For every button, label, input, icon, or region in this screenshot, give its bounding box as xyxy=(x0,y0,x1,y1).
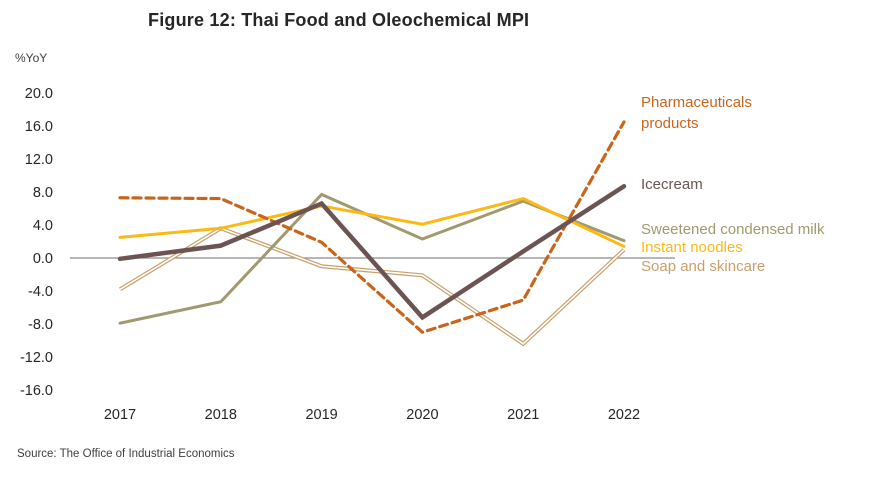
y-tick-label: -8.0 xyxy=(28,317,53,333)
y-tick-label: 0.0 xyxy=(33,251,53,267)
y-tick-label: 4.0 xyxy=(33,218,53,234)
x-tick-label: 2018 xyxy=(205,407,237,423)
legend-label-icecream: Icecream xyxy=(641,176,703,193)
series-pharmaceuticals-products xyxy=(118,120,626,334)
x-tick-label: 2021 xyxy=(507,407,539,423)
series-line-inner xyxy=(119,227,625,345)
series-instant-noodles xyxy=(118,197,626,248)
y-axis-ticks: 20.0 16.0 12.0 8.0 4.0 0.0 -4.0 -8.0 -12.0 -16.0 xyxy=(20,86,53,399)
y-tick-label: -4.0 xyxy=(28,284,53,300)
legend-label-sweetened-condensed-milk: Sweetened condensed milk xyxy=(641,221,825,238)
x-tick-label: 2020 xyxy=(406,407,438,423)
x-tick-label: 2022 xyxy=(608,407,640,423)
series-lines xyxy=(117,120,627,347)
legend-labels: Pharmaceuticals products Icecream Sweetened… xyxy=(641,94,825,275)
series-line xyxy=(117,183,627,321)
legend-label-soap-and-skincare: Soap and skincare xyxy=(641,258,765,275)
y-tick-label: 12.0 xyxy=(25,152,53,168)
series-icecream xyxy=(117,183,627,321)
y-axis-label: %YoY xyxy=(15,51,48,65)
x-tick-label: 2019 xyxy=(305,407,337,423)
series-line xyxy=(118,120,626,334)
y-tick-label: 8.0 xyxy=(33,185,53,201)
legend-label-pharmaceuticals-products: Pharmaceuticals products xyxy=(641,94,752,132)
y-tick-label: -12.0 xyxy=(20,350,53,366)
y-tick-label: -16.0 xyxy=(20,383,53,399)
y-tick-label: 20.0 xyxy=(25,86,53,102)
chart-title: Figure 12: Thai Food and Oleochemical MP… xyxy=(148,10,530,30)
y-tick-label: 16.0 xyxy=(25,119,53,135)
series-soap-and-skincare xyxy=(118,226,626,347)
legend-label-instant-noodles: Instant noodles xyxy=(641,239,743,256)
source-note: Source: The Office of Industrial Economi… xyxy=(17,448,235,460)
x-axis-ticks: 2017 2018 2019 2020 2021 2022 xyxy=(104,407,640,423)
series-line xyxy=(118,197,626,248)
x-tick-label: 2017 xyxy=(104,407,136,423)
